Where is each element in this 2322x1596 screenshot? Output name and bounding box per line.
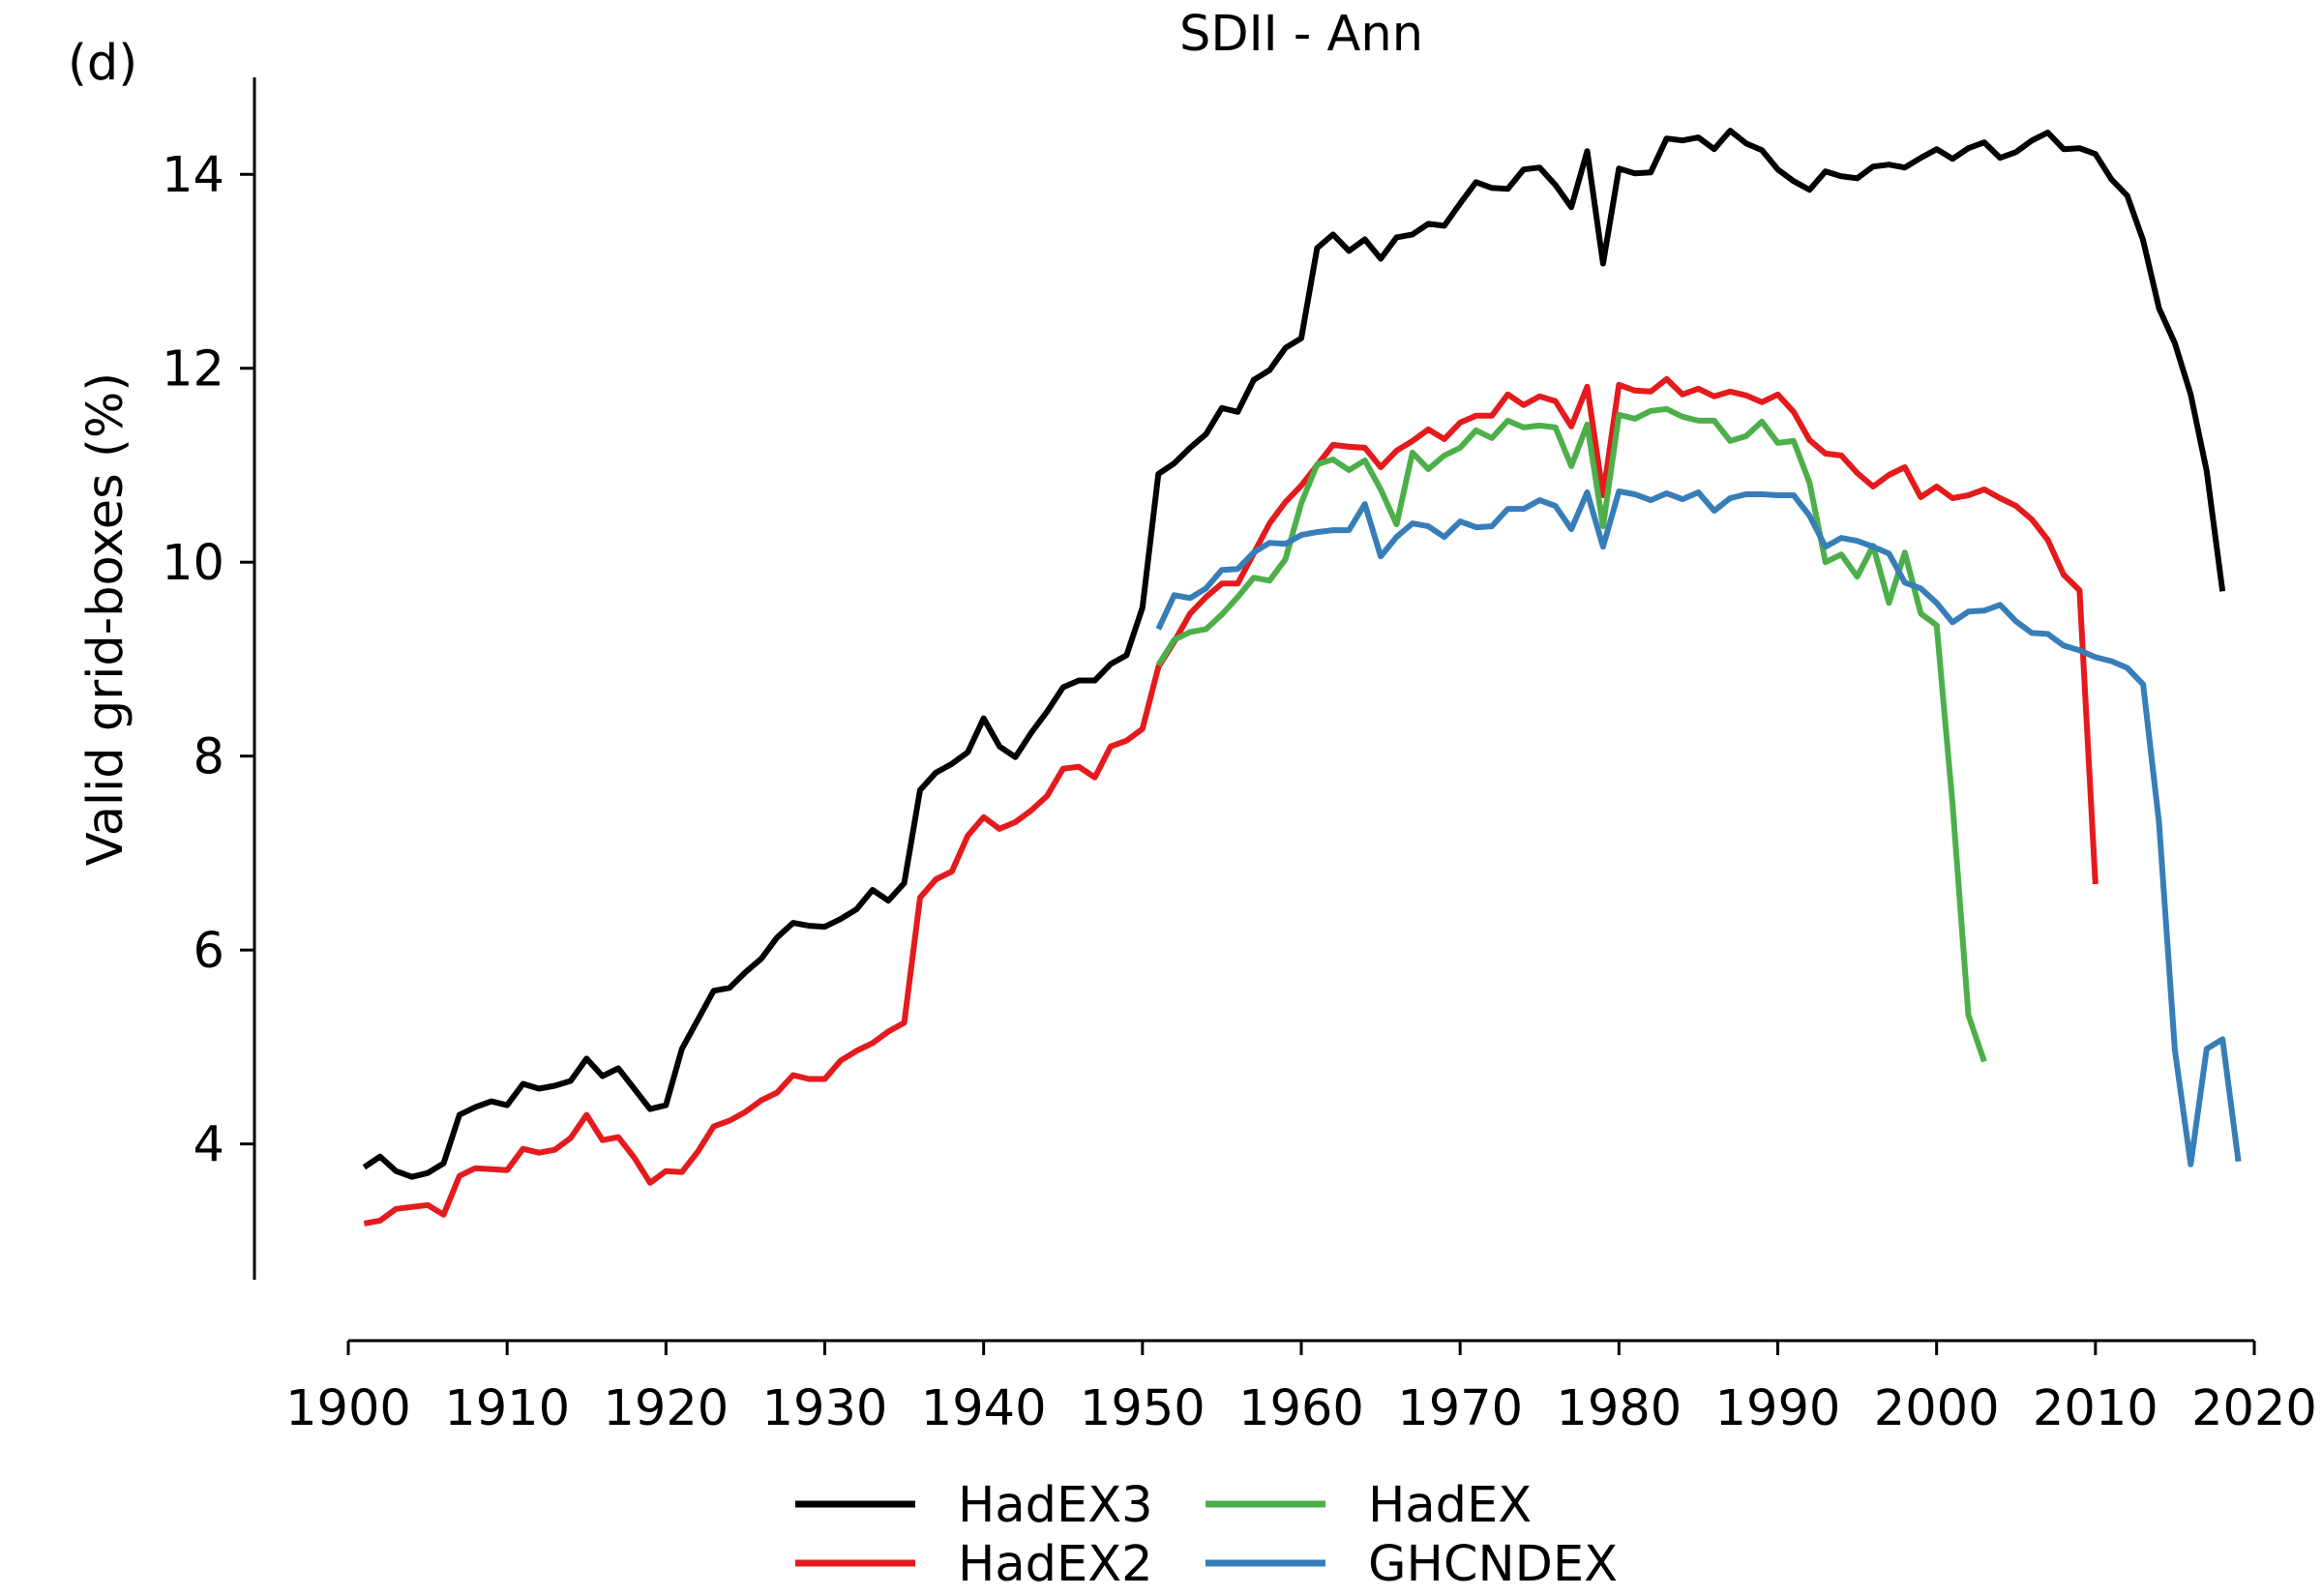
x-tick-label: 1970 bbox=[1397, 1380, 1523, 1437]
x-tick-label: 1950 bbox=[1080, 1380, 1206, 1437]
series-line-ghcndex bbox=[1155, 488, 2242, 1167]
y-tick-label: 10 bbox=[162, 535, 224, 592]
panel-label: (d) bbox=[68, 35, 137, 92]
y-tick-label: 12 bbox=[162, 341, 224, 399]
y-ticks: 4 6 8 10 12 14 bbox=[162, 147, 254, 1174]
x-tick-label: 1990 bbox=[1715, 1380, 1841, 1437]
y-tick-label: 8 bbox=[194, 729, 224, 786]
x-tick-label: 1910 bbox=[444, 1380, 570, 1437]
chart-title: SDII - Ann bbox=[1179, 6, 1423, 63]
x-tick-label: 2000 bbox=[1874, 1380, 2000, 1437]
series-lines bbox=[362, 128, 2242, 1227]
series-line-hadex2 bbox=[363, 375, 2099, 1227]
legend-label-hadex2: HadEX2 bbox=[958, 1536, 1153, 1593]
legend-label-hadex3: HadEX3 bbox=[958, 1477, 1153, 1534]
x-tick-label: 1920 bbox=[603, 1380, 729, 1437]
x-tick-label: 1900 bbox=[285, 1380, 411, 1437]
y-tick-label: 14 bbox=[162, 147, 224, 204]
x-ticks: 1900 1910 1920 1930 1940 1950 1960 1970 1980 1990… bbox=[285, 1341, 2317, 1437]
x-tick-label: 1930 bbox=[762, 1380, 888, 1437]
series-line-hadex3 bbox=[362, 128, 2226, 1180]
y-tick-label: 4 bbox=[194, 1117, 224, 1174]
y-tick-label: 6 bbox=[194, 923, 224, 980]
x-tick-label: 1960 bbox=[1238, 1380, 1364, 1437]
x-tick-label: 2010 bbox=[2033, 1380, 2158, 1437]
y-axis-label: Valid grid-boxes (%) bbox=[77, 372, 134, 866]
x-tick-label: 1940 bbox=[921, 1380, 1047, 1437]
series-line-hadex bbox=[1155, 405, 1987, 1063]
x-tick-label: 2020 bbox=[2191, 1380, 2317, 1437]
legend-label-hadex: HadEX bbox=[1368, 1477, 1532, 1534]
legend-label-ghcndex: GHCNDEX bbox=[1368, 1536, 1618, 1593]
x-tick-label: 1980 bbox=[1556, 1380, 1682, 1437]
